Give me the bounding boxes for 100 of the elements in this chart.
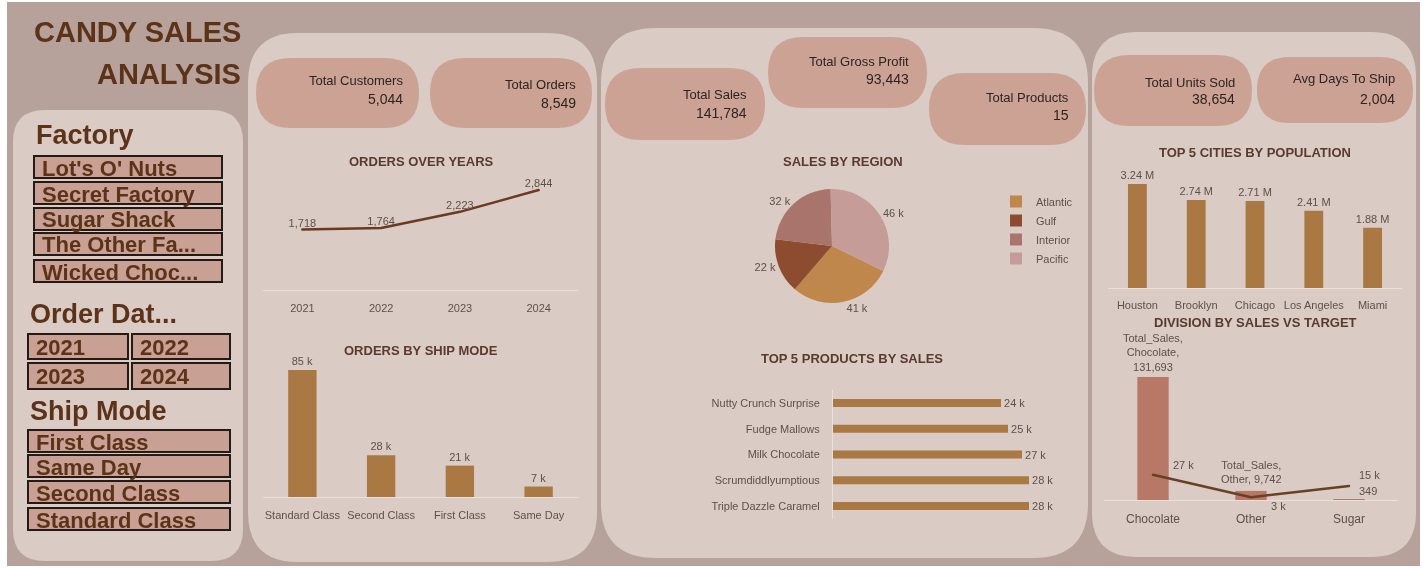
legend-label: Gulf <box>1036 214 1058 227</box>
bar <box>833 398 1001 407</box>
chart-title: DIVISION BY SALES VS TARGET <box>1154 315 1357 330</box>
bar <box>445 465 475 497</box>
text: Ship Mode <box>30 396 167 426</box>
chart-title: SALES BY REGION <box>783 154 903 169</box>
x-tick-label: Standard Class <box>264 509 341 522</box>
bar <box>833 476 1029 485</box>
text: CANDY SALES ANALYSIS <box>34 16 242 90</box>
x-tick-label: Chicago <box>1234 299 1276 312</box>
pie-slice <box>794 246 884 303</box>
y-tick-label: Nutty Crunch Surprise <box>711 396 820 409</box>
data-label: 349 <box>1359 485 1378 497</box>
category-label: Same Day <box>36 455 142 480</box>
data-label: 28 k <box>1032 474 1054 487</box>
category-label: Secret Factory <box>42 182 196 207</box>
data-label: 21 k <box>449 450 471 463</box>
bar <box>1304 210 1324 288</box>
data-label: 2.71 M <box>1238 186 1272 199</box>
data-label: 46 k <box>882 207 905 220</box>
category-label: 2023 <box>36 364 85 389</box>
category-label: Total Products <box>986 90 1069 105</box>
x-tick-label: Sugar <box>1332 512 1366 527</box>
data-label: 1.88 M <box>1355 212 1390 225</box>
data-label: 15 <box>1053 107 1069 123</box>
chart-title: ORDERS OVER YEARS <box>349 154 494 169</box>
data-label: 1,764 <box>367 215 395 228</box>
category-label: Total Orders <box>505 77 577 92</box>
y-tick-label: Triple Dazzle Caramel <box>711 499 820 512</box>
x-tick-label: 2022 <box>368 302 394 315</box>
x-tick-label: Miami <box>1357 299 1388 312</box>
data-label: 2,844 <box>524 177 553 190</box>
data-label: Total_Sales, Other, 9,742 <box>1221 459 1282 486</box>
legend-label: Atlantic <box>1036 195 1073 208</box>
data-label: 22 k <box>754 261 776 274</box>
x-tick-label: Other <box>1235 512 1267 527</box>
data-label: 27 k <box>1025 448 1047 461</box>
data-label: 93,443 <box>866 71 910 87</box>
data-label: 2.41 M <box>1296 195 1331 208</box>
x-tick-label: 2024 <box>526 302 551 315</box>
category-label: Total Customers <box>309 73 404 88</box>
data-label: 28 k <box>1032 500 1054 513</box>
data-label: 85 k <box>291 355 314 367</box>
legend-label: Interior <box>1036 233 1071 246</box>
bar <box>1186 200 1206 288</box>
x-tick-label: Houston <box>1116 299 1158 312</box>
category-label: First Class <box>36 430 149 455</box>
category-label: 2024 <box>140 364 190 389</box>
bar <box>366 455 396 497</box>
category-label: The Other Fa... <box>42 232 197 257</box>
category-label: Sugar Shack <box>42 207 177 232</box>
category-label: 2022 <box>140 335 189 360</box>
chart-title: TOP 5 CITIES BY POPULATION <box>1159 145 1351 160</box>
bar <box>1363 227 1383 288</box>
x-tick-label: Chocolate <box>1125 512 1181 527</box>
category-label: Total Sales <box>683 87 748 102</box>
data-label: 141,784 <box>696 105 747 121</box>
category-label: Avg Days To Ship <box>1293 71 1396 86</box>
bar <box>288 370 317 497</box>
chart-title: TOP 5 PRODUCTS BY SALES <box>761 351 944 366</box>
x-tick-label: 2023 <box>447 302 473 315</box>
pie-slice <box>775 239 832 290</box>
text: Factory <box>36 120 134 150</box>
bar <box>524 486 553 497</box>
data-label: 25 k <box>1011 422 1033 435</box>
data-label: 28 k <box>370 440 392 453</box>
data-label: Total_Sales, Chocolate, 131,693 <box>1123 332 1183 373</box>
y-tick-label: Fudge Mallows <box>745 422 821 435</box>
text: Order Dat... <box>30 299 178 329</box>
data-label: 5,044 <box>368 91 404 107</box>
data-label: 2,223 <box>446 199 474 212</box>
category-label: Lot's O' Nuts <box>42 156 178 181</box>
x-tick-label: Second Class <box>347 509 416 522</box>
category-label: Total Gross Profit <box>809 54 910 69</box>
data-label: 3 k <box>1271 500 1287 512</box>
data-label: 2.74 M <box>1179 185 1214 198</box>
data-label: 8,549 <box>541 95 577 111</box>
x-tick-label: Los Angeles <box>1283 299 1345 312</box>
bar <box>1127 184 1147 288</box>
category-label: 2021 <box>36 335 85 360</box>
x-tick-label: Same Day <box>512 509 565 522</box>
category-label: Wicked Choc... <box>42 260 199 285</box>
legend-label: Pacific <box>1036 252 1069 265</box>
x-tick-label: 2021 <box>290 302 315 315</box>
data-label: 27 k <box>1173 459 1195 471</box>
x-tick-label: Brooklyn <box>1174 299 1218 312</box>
data-label: 2,004 <box>1360 91 1396 107</box>
y-tick-label: Scrumdiddlyumptious <box>714 474 821 487</box>
bar <box>833 502 1029 511</box>
data-label: 38,654 <box>1192 91 1236 107</box>
data-label: 3.24 M <box>1120 169 1155 181</box>
category-label: Second Class <box>36 481 181 506</box>
data-label: 15 k <box>1359 469 1381 481</box>
category-label: Total Units Sold <box>1145 75 1236 90</box>
data-label: 1,718 <box>288 216 317 229</box>
chart-title: ORDERS BY SHIP MODE <box>344 343 498 358</box>
data-label: 41 k <box>846 301 868 314</box>
bar <box>1245 201 1265 288</box>
bar <box>833 424 1008 433</box>
y-tick-label: Milk Chocolate <box>747 448 820 461</box>
